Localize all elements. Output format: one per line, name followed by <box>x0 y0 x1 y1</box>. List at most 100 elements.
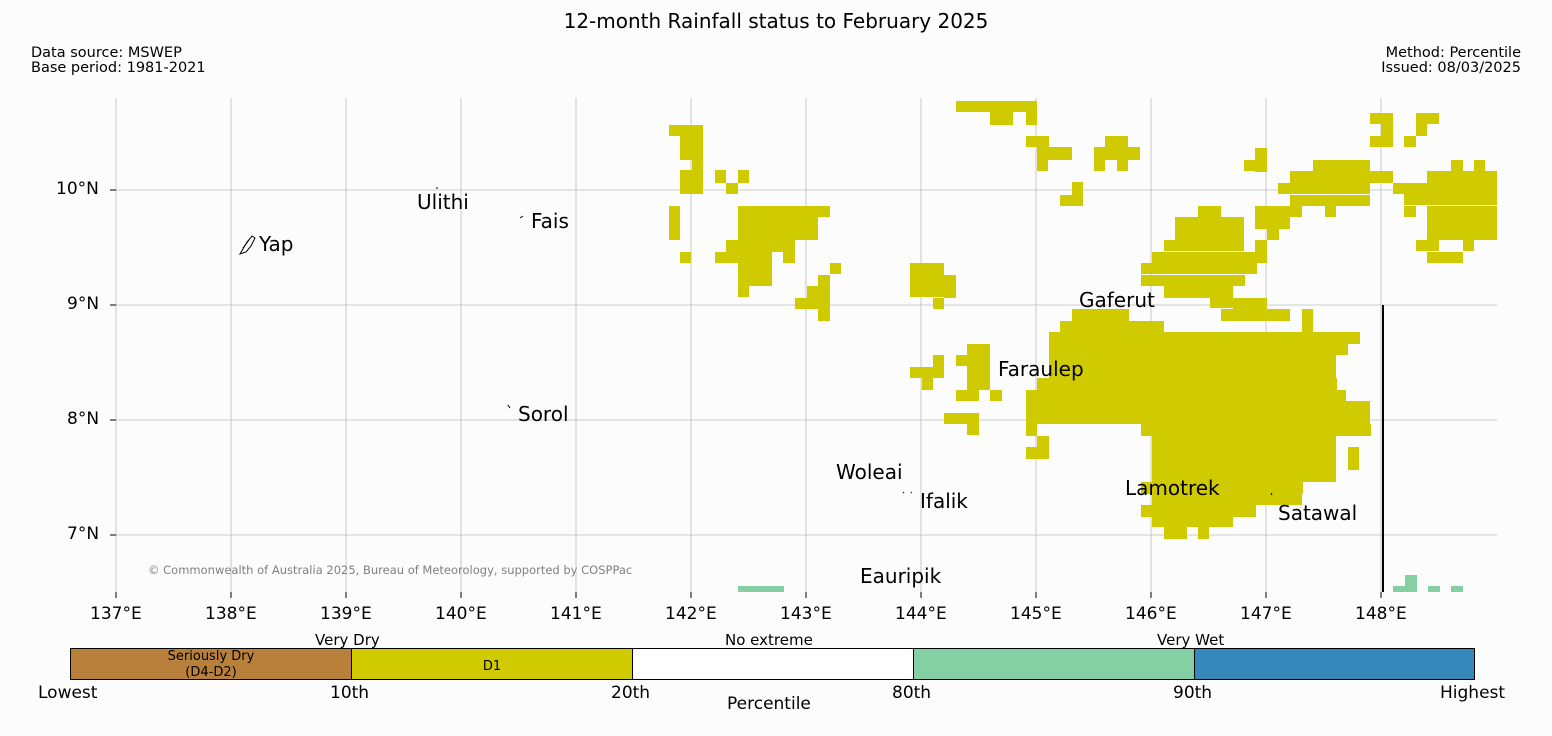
d1-rainfall-pixels <box>669 101 1497 539</box>
d1-pixel <box>738 170 749 183</box>
lon-label: 137°E <box>90 604 142 624</box>
very-wet-pixel <box>1428 586 1440 592</box>
lon-label: 140°E <box>435 604 487 624</box>
place-label-gaferut: Gaferut <box>1079 288 1155 312</box>
place-label-fais: Fais <box>531 209 569 233</box>
d1-pixel <box>1072 182 1083 195</box>
d1-pixel <box>1164 286 1233 298</box>
d1-pixel <box>1152 516 1233 527</box>
method-text: Method: Percentile <box>1385 45 1521 61</box>
legend-box-seriously-dry: Seriously Dry (D4-D2) <box>70 648 351 680</box>
d1-pixel <box>1141 275 1245 286</box>
d1-pixel <box>1404 206 1416 217</box>
ifalik-island-mark <box>910 491 913 494</box>
d1-pixel <box>1141 424 1371 436</box>
d1-pixel <box>830 263 841 274</box>
woleai-island-mark <box>902 491 905 494</box>
d1-pixel <box>1026 424 1037 436</box>
d1-pixel <box>1359 401 1370 413</box>
d1-pixel <box>1463 240 1474 251</box>
d1-pixel <box>1255 206 1290 229</box>
d1-pixel <box>1072 309 1129 321</box>
legend-group-very-wet: Very Wet <box>1157 631 1225 649</box>
d1-pixel <box>1210 298 1233 308</box>
very-wet-pixel <box>738 586 784 592</box>
legend-box-label: Seriously Dry <box>167 649 255 664</box>
d1-pixel <box>1198 527 1209 539</box>
d1-pixel <box>910 263 944 286</box>
legend-box-label: (D4-D2) <box>185 665 237 680</box>
d1-pixel <box>1416 124 1427 136</box>
legend-box-highest <box>1194 648 1475 680</box>
d1-pixel <box>1302 309 1313 332</box>
d1-pixel <box>1026 447 1049 459</box>
yap-island-outline <box>238 235 256 255</box>
d1-pixel <box>1370 171 1393 183</box>
map-axis-ticks <box>110 189 1382 598</box>
lon-label: 148°E <box>1355 604 1407 624</box>
d1-pixel <box>1451 160 1463 171</box>
d1-pixel <box>738 217 818 240</box>
lon-label: 146°E <box>1125 604 1177 624</box>
d1-pixel <box>1348 447 1359 470</box>
d1-pixel <box>1278 183 1370 194</box>
d1-pixel <box>680 252 691 263</box>
very-wet-pixel <box>1451 586 1463 592</box>
legend-box-no-extreme <box>632 648 913 680</box>
d1-pixel <box>818 275 830 321</box>
d1-pixel <box>1255 148 1267 172</box>
d1-pixel <box>956 101 1037 112</box>
map-title: 12-month Rainfall status to February 202… <box>563 9 989 33</box>
d1-pixel <box>726 240 795 252</box>
d1-pixel <box>1290 171 1370 183</box>
legend-tick-20th: 20th <box>611 683 651 703</box>
d1-pixel <box>1427 252 1463 263</box>
d1-pixel <box>1060 321 1164 332</box>
lat-label: 7°N <box>67 524 100 544</box>
d1-pixel <box>1037 147 1072 160</box>
place-label-sorol: Sorol <box>518 402 569 426</box>
legend-group-very-dry: Very Dry <box>315 631 380 649</box>
d1-pixel <box>1026 136 1049 147</box>
d1-pixel <box>680 170 703 194</box>
d1-pixel <box>1221 309 1290 321</box>
very-wet-pixel <box>1393 586 1405 592</box>
d1-pixel <box>1094 147 1140 160</box>
d1-pixel <box>1152 493 1302 505</box>
d1-pixel <box>1427 206 1497 240</box>
legend-tick-lowest: Lowest <box>38 683 98 703</box>
d1-pixel <box>990 112 1013 125</box>
d1-pixel <box>1141 263 1257 274</box>
d1-pixel <box>738 263 772 286</box>
d1-pixel <box>967 424 979 435</box>
d1-pixel <box>1393 183 1497 194</box>
legend-box-d1: D1 <box>351 648 632 680</box>
place-label-ifalik: Ifalik <box>920 489 968 513</box>
d1-pixel <box>1141 505 1256 517</box>
legend-tick-highest: Highest <box>1440 683 1506 703</box>
d1-pixel <box>944 275 956 298</box>
legend-tick-90th: 90th <box>1173 683 1213 703</box>
d1-pixel <box>1049 332 1337 355</box>
lon-label: 144°E <box>895 604 947 624</box>
place-label-satawal: Satawal <box>1278 501 1358 525</box>
satawal-island-mark <box>1270 492 1273 496</box>
d1-pixel <box>1198 206 1221 217</box>
d1-pixel <box>933 355 944 378</box>
d1-pixel <box>1416 113 1439 124</box>
d1-pixel <box>1370 136 1381 147</box>
lat-label: 8°N <box>67 409 100 429</box>
d1-pixel <box>1152 252 1267 263</box>
d1-pixel <box>1290 206 1302 217</box>
legend-frame <box>70 648 1475 680</box>
base-period-text: Base period: 1981-2021 <box>31 60 206 76</box>
d1-pixel <box>1026 112 1037 125</box>
legend-tick-10th: 10th <box>330 683 370 703</box>
d1-pixel <box>922 378 933 390</box>
lat-label: 9°N <box>67 294 100 314</box>
lon-label: 142°E <box>665 604 717 624</box>
d1-pixel <box>1474 160 1485 171</box>
d1-pixel <box>1370 113 1393 124</box>
d1-pixel <box>680 136 703 160</box>
d1-pixel <box>1290 195 1370 206</box>
